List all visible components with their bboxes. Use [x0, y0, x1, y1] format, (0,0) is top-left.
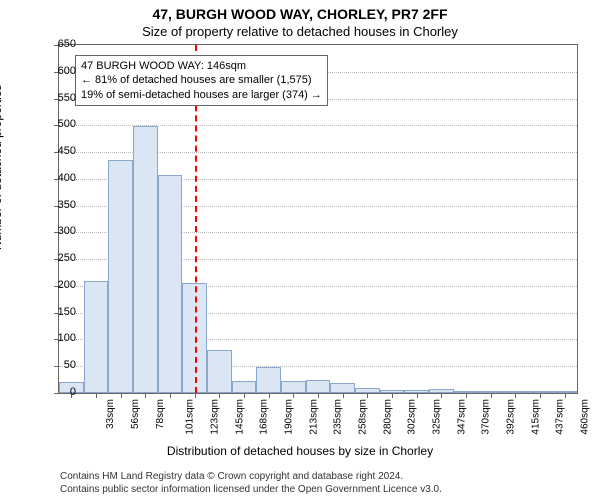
x-tick [145, 393, 146, 398]
x-tick [219, 393, 220, 398]
chart-container: { "chart": { "type": "histogram", "title… [0, 0, 600, 500]
annotation-line: 47 BURGH WOOD WAY: 146sqm [81, 59, 322, 73]
x-tick-label: 123sqm [210, 399, 221, 435]
x-tick-label: 213sqm [308, 399, 319, 435]
y-tick-label: 600 [46, 65, 76, 77]
histogram-bar [84, 281, 109, 393]
annotation-line: 19% of semi-detached houses are larger (… [81, 88, 322, 102]
histogram-bar [256, 367, 281, 393]
x-tick-label: 190sqm [284, 399, 295, 435]
y-tick-label: 150 [46, 306, 76, 318]
y-tick-label: 100 [46, 332, 76, 344]
y-tick-label: 400 [46, 172, 76, 184]
annotation-box: 47 BURGH WOOD WAY: 146sqm← 81% of detach… [75, 55, 328, 106]
x-tick [515, 393, 516, 398]
histogram-bar [158, 175, 183, 393]
y-tick-label: 650 [46, 38, 76, 50]
histogram-bar [232, 381, 257, 393]
histogram-bar [281, 381, 306, 393]
histogram-bar [133, 126, 158, 393]
x-tick-label: 145sqm [234, 399, 245, 435]
x-tick-label: 235sqm [333, 399, 344, 435]
x-tick-label: 101sqm [185, 399, 196, 435]
chart-subtitle: Size of property relative to detached ho… [0, 24, 600, 39]
y-tick-label: 300 [46, 225, 76, 237]
x-tick-label: 258sqm [358, 399, 369, 435]
histogram-bar [306, 380, 331, 393]
x-tick [318, 393, 319, 398]
x-tick [466, 393, 467, 398]
x-tick [195, 393, 196, 398]
x-tick [565, 393, 566, 398]
x-tick-label: 33sqm [105, 399, 116, 429]
x-tick-label: 415sqm [530, 399, 541, 435]
y-tick-label: 50 [46, 359, 76, 371]
footnote-line-1: Contains HM Land Registry data © Crown c… [60, 471, 442, 484]
x-tick-label: 347sqm [456, 399, 467, 435]
x-tick [540, 393, 541, 398]
x-tick-label: 460sqm [580, 399, 591, 435]
x-tick [367, 393, 368, 398]
x-tick [269, 393, 270, 398]
histogram-bar [330, 383, 355, 393]
x-tick [170, 393, 171, 398]
x-tick [244, 393, 245, 398]
x-tick [441, 393, 442, 398]
x-tick [491, 393, 492, 398]
x-tick [96, 393, 97, 398]
histogram-bar [207, 350, 232, 393]
x-tick [121, 393, 122, 398]
y-tick-label: 450 [46, 145, 76, 157]
histogram-bar [108, 160, 133, 393]
x-tick-label: 325sqm [432, 399, 443, 435]
x-tick-label: 302sqm [407, 399, 418, 435]
footnote: Contains HM Land Registry data © Crown c… [60, 471, 442, 496]
x-tick-label: 56sqm [130, 399, 141, 429]
chart-title: 47, BURGH WOOD WAY, CHORLEY, PR7 2FF [0, 6, 600, 22]
y-tick-label: 250 [46, 252, 76, 264]
y-tick-label: 550 [46, 92, 76, 104]
x-tick-label: 280sqm [382, 399, 393, 435]
y-tick-label: 500 [46, 118, 76, 130]
x-tick-label: 168sqm [259, 399, 270, 435]
x-tick-label: 392sqm [506, 399, 517, 435]
x-tick [392, 393, 393, 398]
plot-area: 33sqm56sqm78sqm101sqm123sqm145sqm168sqm1… [58, 44, 578, 394]
annotation-line: ← 81% of detached houses are smaller (1,… [81, 73, 322, 87]
y-tick-label: 200 [46, 279, 76, 291]
x-tick-label: 78sqm [155, 399, 166, 429]
y-tick-label: 350 [46, 199, 76, 211]
x-tick-label: 437sqm [555, 399, 566, 435]
footnote-line-2: Contains public sector information licen… [60, 484, 442, 497]
x-axis-label: Distribution of detached houses by size … [0, 444, 600, 458]
y-axis-label: Number of detached properties [0, 85, 4, 250]
x-tick [417, 393, 418, 398]
y-tick-label: 0 [46, 386, 76, 398]
x-tick [293, 393, 294, 398]
x-tick [343, 393, 344, 398]
x-tick-label: 370sqm [481, 399, 492, 435]
